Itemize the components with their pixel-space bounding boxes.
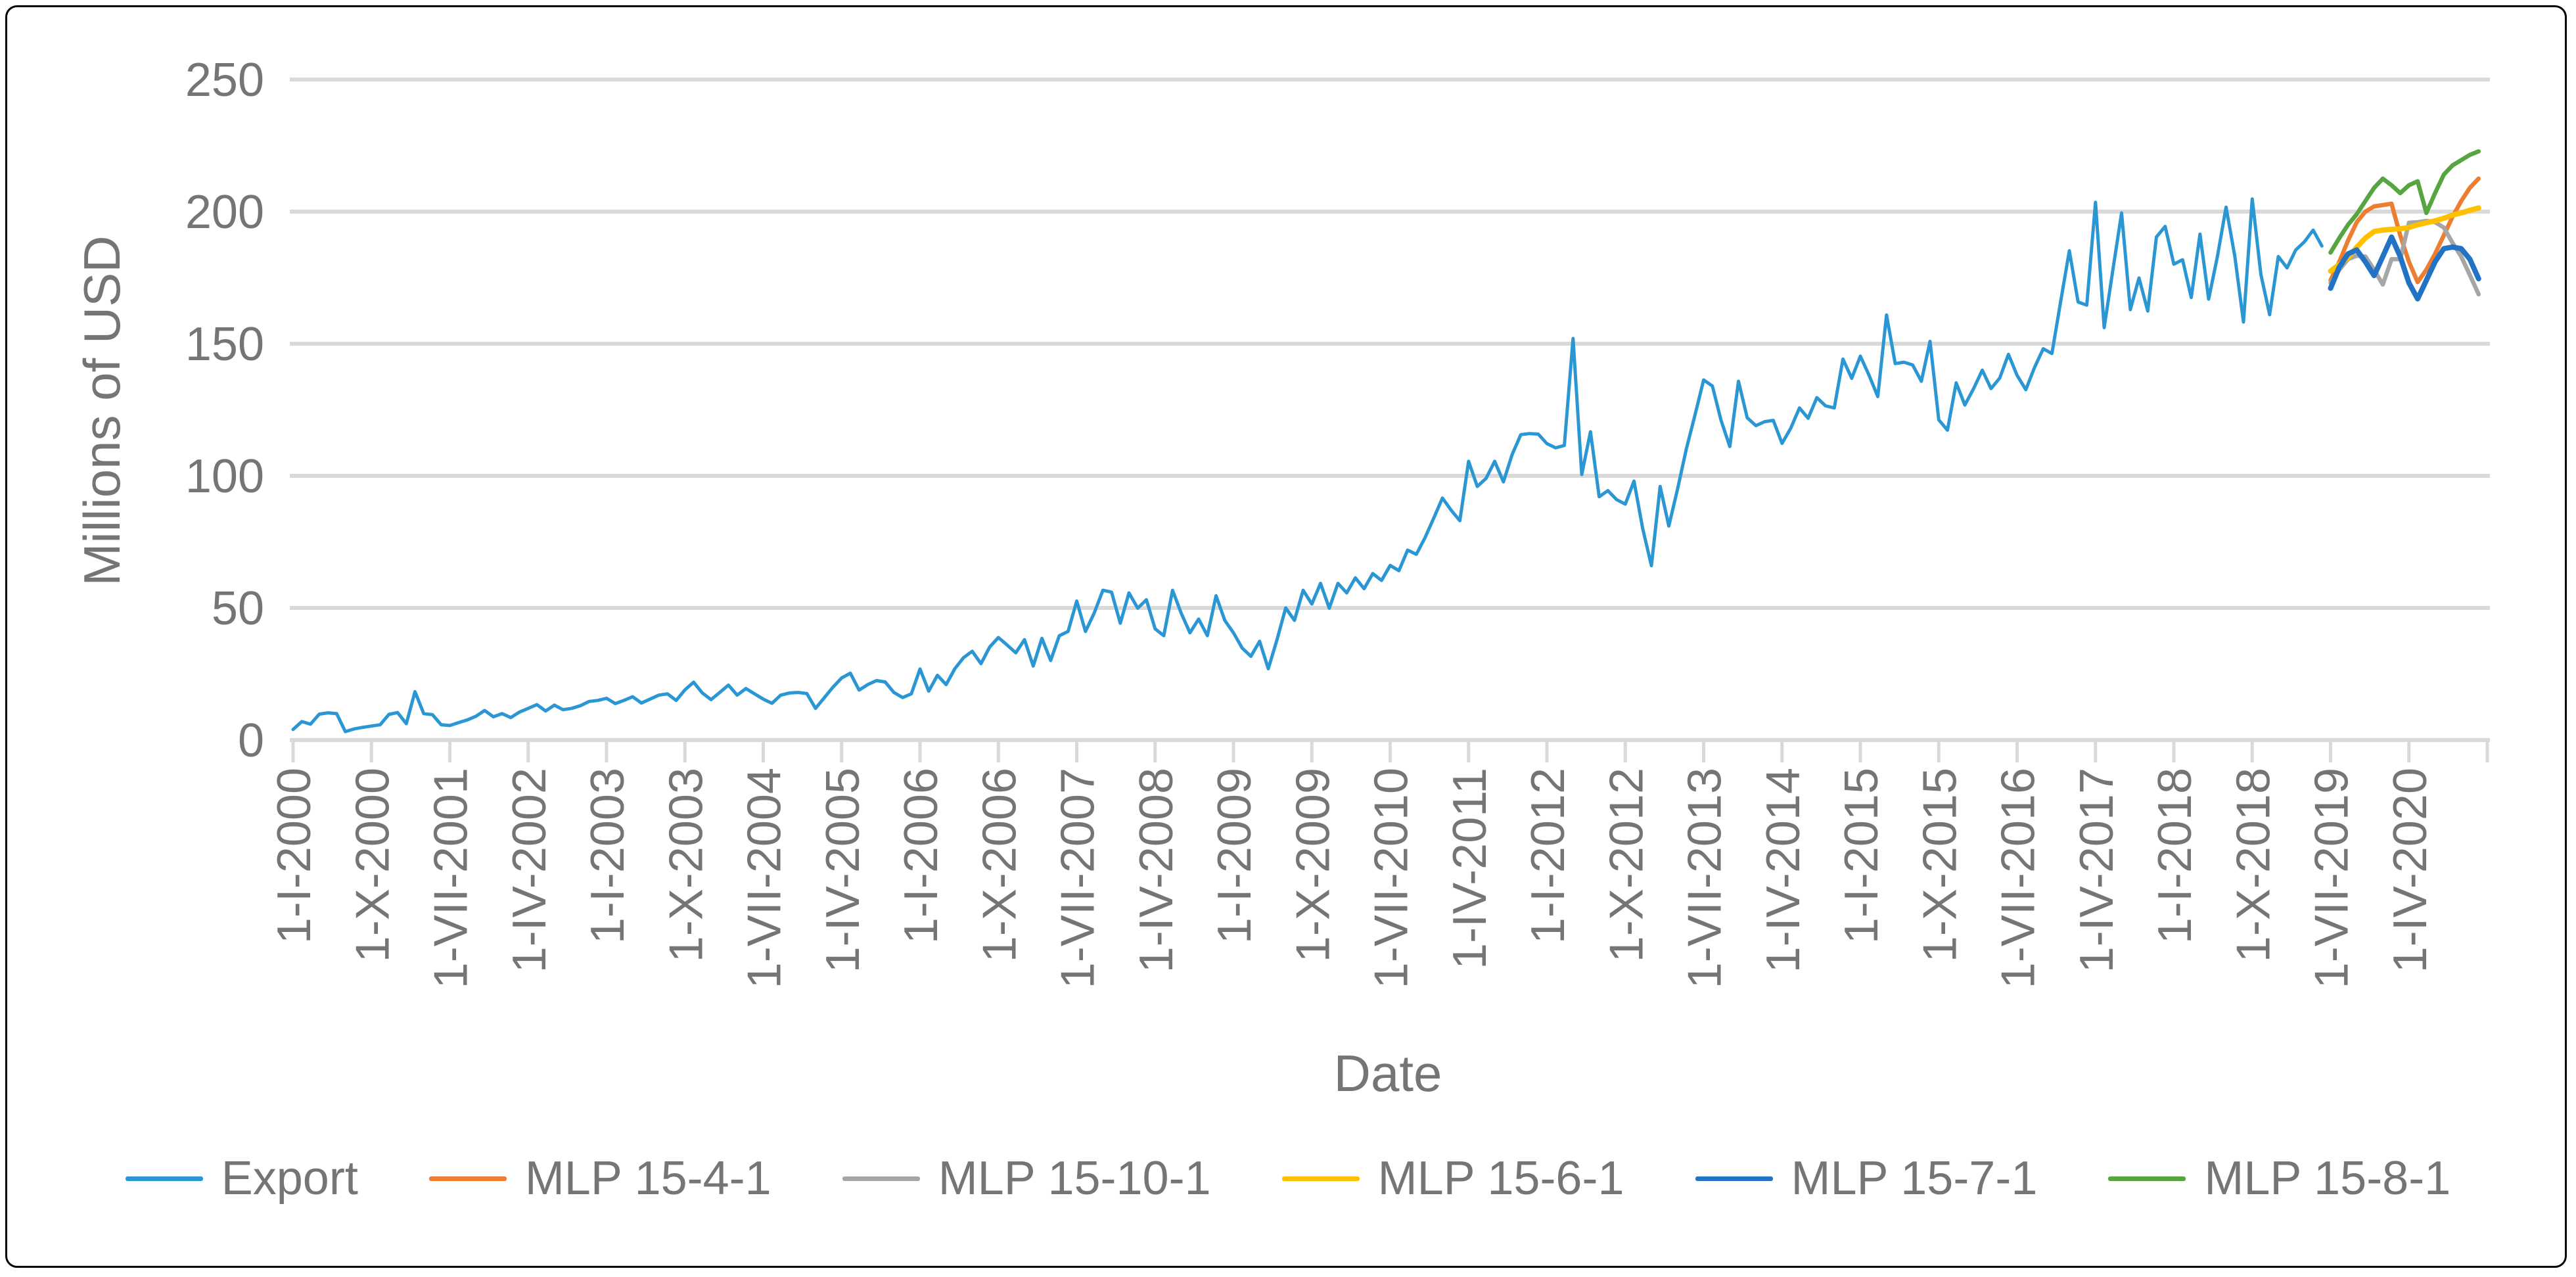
legend-label: MLP 15-4-1 [524,1152,771,1205]
legend-label: MLP 15-8-1 [2204,1152,2451,1205]
x-tick-label: 1-X-2006 [973,768,1026,962]
y-tick-label: 250 [185,54,264,106]
legend-item-mlp-15-7-1: MLP 15-7-1 [1695,1151,2038,1205]
legend-label: Export [221,1152,358,1205]
legend-swatch-icon [1695,1176,1773,1181]
x-tick-label: 1-VII-2016 [1992,768,2045,988]
y-tick-label: 0 [238,714,264,767]
legend-item-mlp-15-10-1: MLP 15-10-1 [842,1151,1211,1205]
x-tick-label: 1-I-2015 [1835,768,1888,944]
y-tick-labels: 0 50 100 150 200 250 [185,54,264,767]
y-gridlines [290,78,2490,742]
x-tick-label: 1-IV-2005 [817,768,869,973]
legend-label: MLP 15-6-1 [1377,1152,1624,1205]
x-axis-title: Date [1333,1044,1442,1102]
x-tick-label: 1-I-2000 [268,768,321,944]
x-tick-label: 1-X-2009 [1287,768,1339,962]
x-tick-label: 1-X-2003 [660,768,712,962]
legend-item-mlp-15-4-1: MLP 15-4-1 [428,1151,771,1205]
x-tick-label: 1-I-2012 [1522,768,1575,944]
x-tick-label: 1-IV-2011 [1444,768,1496,969]
legend: Export MLP 15-4-1 MLP 15-10-1 MLP 15-6-1 MLP… [0,1151,2576,1205]
figure-border [5,5,2567,1268]
x-tick-label: 1-X-2012 [1600,768,1653,962]
series-line-mlp-15-8-1 [2328,149,2481,255]
x-tick-label: 1-X-2015 [1914,768,1966,962]
x-tick-label: 1-VII-2019 [2306,768,2358,988]
series-line-export [291,197,2324,733]
x-tick-label: 1-VII-2013 [1679,768,1732,988]
x-tick-label: 1-VII-2010 [1366,768,1418,988]
x-tick-label: 1-IV-2017 [2071,768,2123,973]
legend-swatch-icon [842,1176,920,1181]
x-tick-label: 1-IV-2020 [2384,768,2437,973]
legend-item-export: Export [125,1151,358,1205]
y-tick-label: 200 [185,186,264,239]
x-tick-label: 1-IV-2008 [1130,768,1183,973]
x-tick-label: 1-I-2009 [1208,768,1261,944]
y-axis-title: Millions of USD [73,235,131,586]
x-tick-label: 1-I-2003 [582,768,634,944]
series-line-mlp-15-7-1 [2328,234,2481,302]
legend-swatch-icon [2108,1176,2186,1181]
legend-swatch-icon [1281,1176,1360,1181]
x-tick-label: 1-I-2006 [895,768,948,944]
x-tick-label: 1-X-2018 [2227,768,2280,962]
y-tick-label: 100 [185,450,264,503]
x-tick-label: 1-VII-2001 [425,768,478,988]
legend-swatch-icon [125,1176,203,1181]
x-tick-label: 1-VII-2007 [1052,768,1105,988]
x-axis-ticks [291,740,2489,762]
x-tick-label: 1-IV-2002 [503,768,556,973]
x-tick-label: 1-VII-2004 [739,768,791,988]
x-tick-label: 1-I-2018 [2149,768,2201,944]
legend-swatch-icon [428,1176,507,1181]
legend-item-mlp-15-8-1: MLP 15-8-1 [2108,1151,2450,1205]
y-tick-label: 50 [212,582,264,635]
series-lines [291,149,2481,733]
x-tick-labels: 1-I-2000 1-X-2000 1-VII-2001 1-IV-2002 1-I-2… [268,768,2437,988]
legend-label: MLP 15-7-1 [1791,1152,2038,1205]
x-tick-label: 1-IV-2014 [1757,768,1810,973]
legend-item-mlp-15-6-1: MLP 15-6-1 [1281,1151,1624,1205]
x-tick-label: 1-X-2000 [346,768,399,962]
legend-label: MLP 15-10-1 [938,1152,1211,1205]
y-tick-label: 150 [185,318,264,371]
